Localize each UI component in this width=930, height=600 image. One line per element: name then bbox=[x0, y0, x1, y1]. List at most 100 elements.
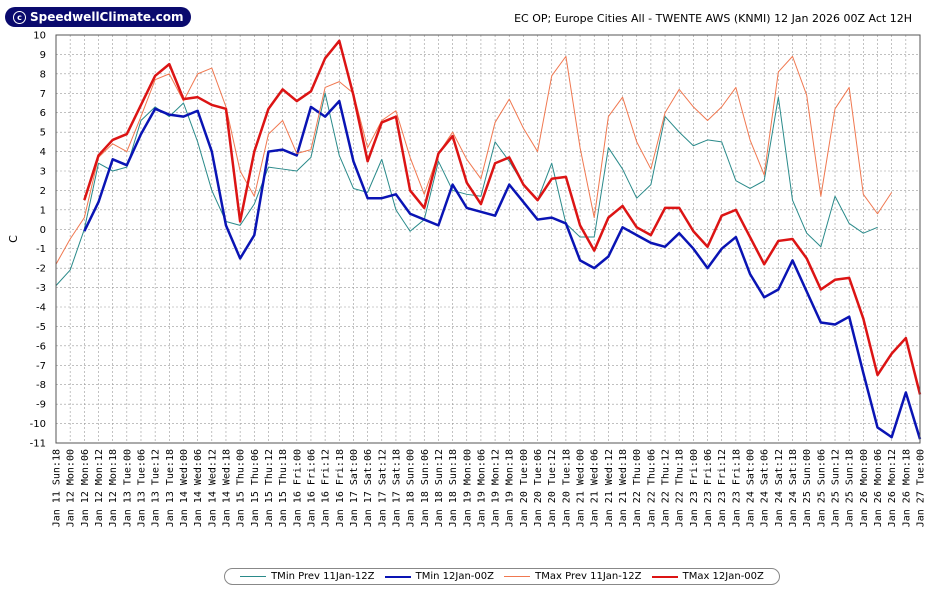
legend-item: TMin 12Jan-00Z bbox=[384, 571, 494, 582]
x-tick-label: Jan 24 Sat:06 bbox=[760, 449, 771, 527]
x-tick-label: Jan 21 Wed:12 bbox=[604, 449, 615, 527]
x-tick-label: Jan 25 Sun:00 bbox=[802, 449, 813, 527]
x-tick-label: Jan 18 Sun:06 bbox=[420, 449, 431, 527]
x-tick-label: Jan 17 Sat:00 bbox=[349, 449, 360, 527]
x-tick-label: Jan 13 Tue:18 bbox=[165, 449, 176, 527]
x-tick-label: Jan 24 Sat:12 bbox=[774, 449, 785, 527]
x-tick-label: Jan 20 Tue:12 bbox=[547, 449, 558, 527]
legend-swatch bbox=[504, 576, 531, 577]
x-tick-label: Jan 24 Sat:00 bbox=[746, 449, 757, 527]
x-tick-label: Jan 18 Sun:18 bbox=[448, 449, 459, 527]
x-tick-label: Jan 19 Mon:06 bbox=[476, 449, 487, 527]
x-tick-label: Jan 20 Tue:06 bbox=[533, 449, 544, 527]
x-tick-label: Jan 14 Wed:00 bbox=[179, 449, 190, 527]
y-tick-label: -7 bbox=[36, 361, 46, 372]
x-tick-label: Jan 11 Sun:18 bbox=[52, 449, 63, 527]
x-tick-label: Jan 15 Thu:12 bbox=[264, 449, 275, 527]
y-tick-label: 2 bbox=[40, 186, 46, 197]
chart-title: EC OP; Europe Cities All - TWENTE AWS (K… bbox=[514, 12, 912, 25]
x-tick-label: Jan 26 Mon:12 bbox=[887, 449, 898, 527]
x-tick-label: Jan 12 Mon:06 bbox=[80, 449, 91, 527]
y-tick-label: 0 bbox=[40, 225, 46, 236]
x-tick-label: Jan 16 Fri:00 bbox=[292, 449, 303, 527]
x-tick-label: Jan 25 Sun:06 bbox=[816, 449, 827, 527]
x-tick-label: Jan 13 Tue:00 bbox=[122, 449, 133, 527]
x-tick-label: Jan 22 Thu:18 bbox=[675, 449, 686, 527]
x-tick-label: Jan 20 Tue:18 bbox=[561, 449, 572, 527]
y-tick-label: 6 bbox=[40, 108, 46, 119]
series-line-2 bbox=[55, 55, 893, 265]
x-tick-label: Jan 21 Wed:06 bbox=[590, 449, 601, 527]
x-tick-label: Jan 12 Mon:00 bbox=[66, 449, 77, 527]
legend-item: TMin Prev 11Jan-12Z bbox=[240, 571, 374, 582]
x-tick-label: Jan 18 Sun:12 bbox=[434, 449, 445, 527]
y-axis-label: C bbox=[7, 235, 20, 243]
x-tick-label: Jan 19 Mon:12 bbox=[491, 449, 502, 527]
x-tick-label: Jan 13 Tue:12 bbox=[151, 449, 162, 527]
x-tick-label: Jan 14 Wed:12 bbox=[207, 449, 218, 527]
x-tick-label: Jan 25 Sun:18 bbox=[845, 449, 856, 527]
x-tick-label: Jan 25 Sun:12 bbox=[831, 449, 842, 527]
y-tick-label: -11 bbox=[30, 439, 46, 450]
x-tick-label: Jan 12 Mon:18 bbox=[108, 449, 119, 527]
legend-label: TMin Prev 11Jan-12Z bbox=[271, 571, 375, 582]
y-tick-label: 3 bbox=[40, 167, 46, 178]
x-tick-label: Jan 22 Thu:12 bbox=[661, 449, 672, 527]
y-tick-label: -8 bbox=[36, 380, 46, 391]
x-tick-label: Jan 15 Thu:06 bbox=[250, 449, 261, 527]
x-tick-label: Jan 22 Thu:00 bbox=[632, 449, 643, 527]
chart-grid bbox=[55, 34, 921, 444]
series-lines bbox=[55, 39, 922, 440]
x-tick-label: Jan 23 Fri:12 bbox=[717, 449, 728, 527]
x-tick-label: Jan 21 Wed:00 bbox=[576, 449, 587, 527]
x-tick-label: Jan 17 Sat:06 bbox=[363, 449, 374, 527]
x-tick-label: Jan 14 Wed:06 bbox=[193, 449, 204, 527]
x-tick-label: Jan 26 Mon:18 bbox=[901, 449, 912, 527]
y-tick-label: -3 bbox=[36, 283, 46, 294]
x-tick-label: Jan 27 Tue:00 bbox=[916, 449, 927, 527]
site-logo[interactable]: c SpeedwellClimate.com bbox=[5, 7, 192, 27]
x-tick-label: Jan 26 Mon:06 bbox=[873, 449, 884, 527]
y-tick-label: 7 bbox=[40, 89, 46, 100]
y-tick-label: 5 bbox=[40, 128, 46, 139]
y-tick-label: -5 bbox=[36, 322, 46, 333]
series-line-3 bbox=[83, 39, 922, 395]
y-tick-label: 10 bbox=[33, 31, 46, 42]
plot-frame bbox=[55, 34, 921, 444]
legend-swatch bbox=[651, 575, 678, 578]
x-tick-label: Jan 12 Mon:12 bbox=[94, 449, 105, 527]
x-tick-label: Jan 16 Fri:18 bbox=[335, 449, 346, 527]
x-tick-label: Jan 17 Sat:12 bbox=[377, 449, 388, 527]
x-tick-label: Jan 23 Fri:18 bbox=[731, 449, 742, 527]
copyright-icon: c bbox=[13, 11, 26, 24]
legend-item: TMax Prev 11Jan-12Z bbox=[504, 571, 641, 582]
y-tick-label: -2 bbox=[36, 264, 46, 275]
x-tick-label: Jan 17 Sat:18 bbox=[391, 449, 402, 527]
y-tick-label: -10 bbox=[30, 419, 46, 430]
x-tick-label: Jan 23 Fri:00 bbox=[689, 449, 700, 527]
y-tick-label: 9 bbox=[40, 50, 46, 61]
y-tick-label: 4 bbox=[40, 147, 46, 158]
legend-label: TMax 12Jan-00Z bbox=[682, 571, 764, 582]
legend-item: TMax 12Jan-00Z bbox=[651, 571, 764, 582]
y-tick-label: -4 bbox=[36, 303, 46, 314]
y-tick-label: 8 bbox=[40, 69, 46, 80]
legend-swatch bbox=[240, 576, 267, 577]
x-tick-label: Jan 16 Fri:12 bbox=[321, 449, 332, 527]
x-tick-label: Jan 23 Fri:06 bbox=[703, 449, 714, 527]
y-tick-label: 1 bbox=[40, 205, 46, 216]
y-tick-label: -9 bbox=[36, 400, 46, 411]
x-axis: Jan 11 Sun:18 Jan 12 Mon:00 Jan 12 Mon:06 J… bbox=[52, 449, 927, 527]
legend-label: TMin 12Jan-00Z bbox=[415, 571, 494, 582]
x-tick-label: Jan 26 Mon:00 bbox=[859, 449, 870, 527]
x-tick-label: Jan 21 Wed:18 bbox=[618, 449, 629, 527]
y-tick-label: -1 bbox=[36, 244, 46, 255]
y-tick-label: -6 bbox=[36, 341, 46, 352]
x-tick-label: Jan 18 Sun:00 bbox=[406, 449, 417, 527]
x-tick-label: Jan 22 Thu:06 bbox=[646, 449, 657, 527]
x-tick-label: Jan 24 Sat:18 bbox=[788, 449, 799, 527]
x-tick-label: Jan 19 Mon:00 bbox=[462, 449, 473, 527]
x-tick-label: Jan 14 Wed:18 bbox=[221, 449, 232, 527]
